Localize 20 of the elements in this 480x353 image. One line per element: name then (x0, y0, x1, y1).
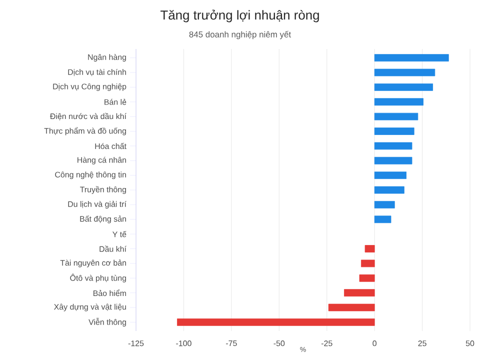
bar (177, 318, 375, 326)
bar (374, 156, 412, 164)
bar (359, 274, 375, 282)
bar (328, 304, 375, 312)
chart-subtitle: 845 doanh nghiệp niêm yết (189, 30, 292, 40)
bar (374, 112, 418, 120)
bar (364, 245, 375, 252)
bar (374, 68, 436, 76)
chart-title: Tăng trưởng lợi nhuận ròng (160, 10, 319, 22)
bar (374, 216, 392, 224)
bar (374, 54, 449, 62)
bar (374, 186, 404, 194)
bar (344, 289, 375, 296)
bar (374, 172, 406, 179)
bar (374, 98, 424, 106)
bar (361, 260, 375, 268)
bar (374, 84, 433, 91)
bar (374, 201, 395, 208)
bar (374, 128, 414, 135)
bar (374, 142, 412, 150)
